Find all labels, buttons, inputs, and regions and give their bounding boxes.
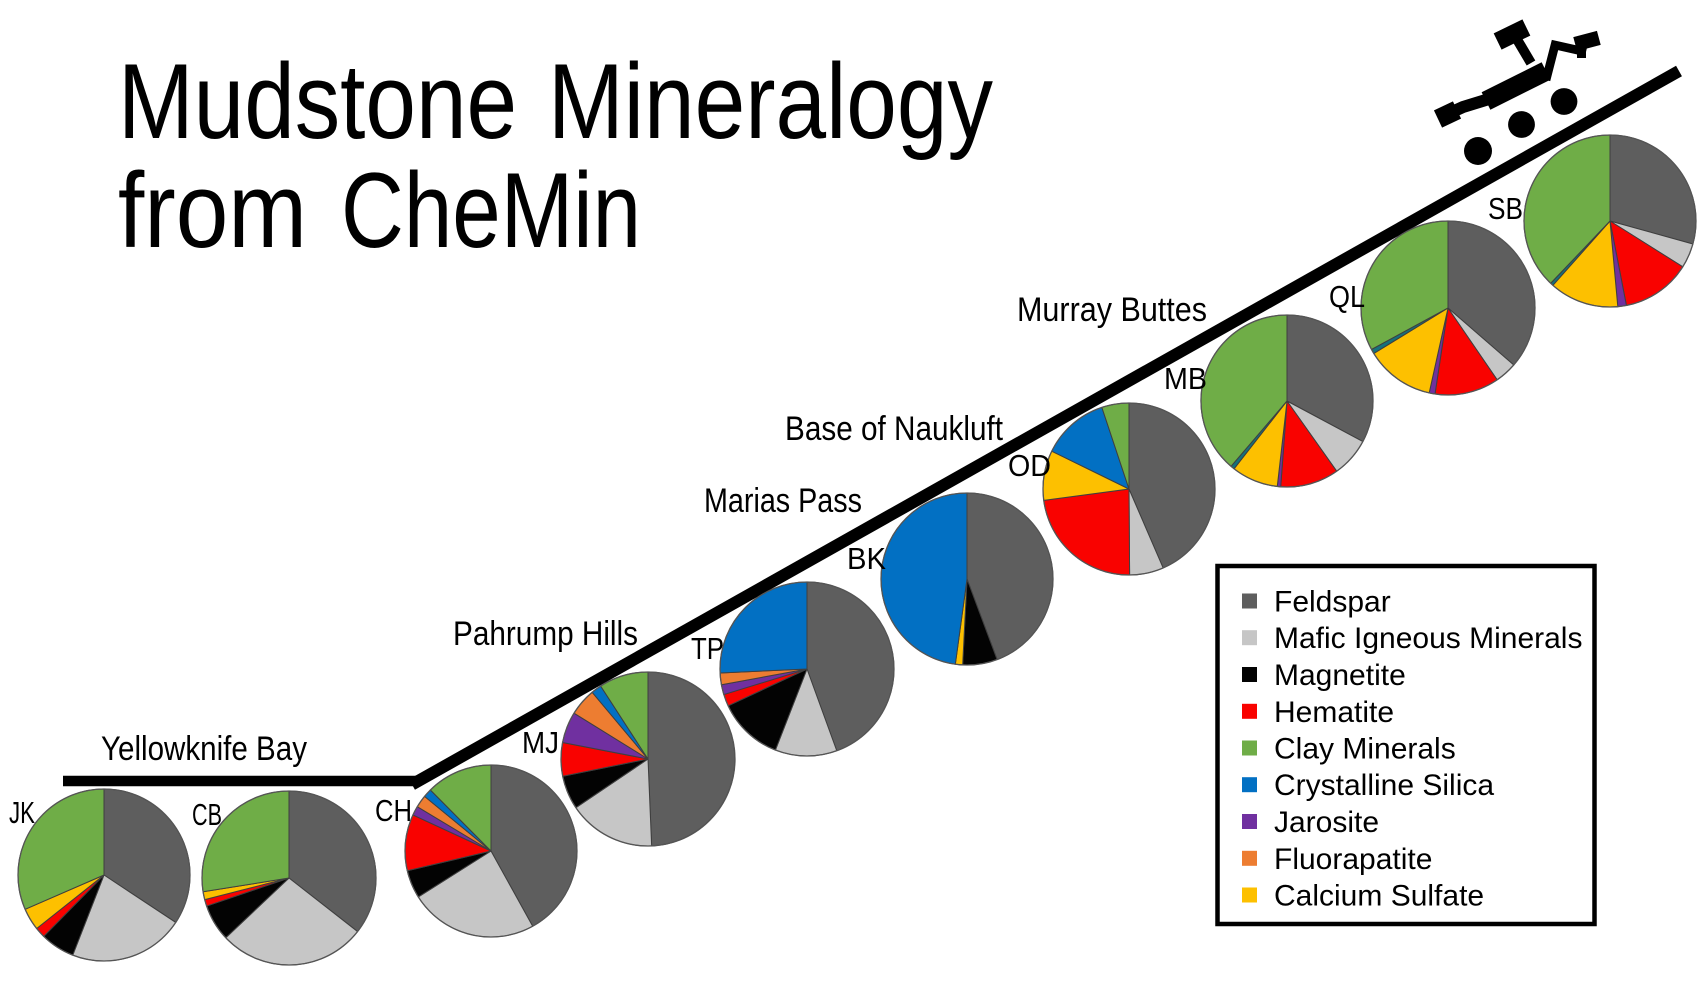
svg-text:Feldspar: Feldspar xyxy=(1274,586,1391,619)
svg-text:OD: OD xyxy=(1008,448,1051,483)
svg-text:Calcium Sulfate: Calcium Sulfate xyxy=(1274,880,1484,913)
svg-text:from: from xyxy=(118,150,307,270)
svg-text:Crystalline Silica: Crystalline Silica xyxy=(1274,769,1494,802)
svg-text:Magnetite: Magnetite xyxy=(1274,659,1406,692)
svg-text:Pahrump Hills: Pahrump Hills xyxy=(453,615,638,653)
svg-text:Murray Buttes: Murray Buttes xyxy=(1017,291,1207,329)
svg-text:Clay Minerals: Clay Minerals xyxy=(1274,733,1456,766)
svg-text:Mudstone: Mudstone xyxy=(118,41,517,161)
svg-text:CheMin: CheMin xyxy=(341,150,641,270)
svg-text:TP: TP xyxy=(691,631,724,666)
svg-text:Jarosite: Jarosite xyxy=(1274,806,1379,839)
svg-text:MB: MB xyxy=(1164,361,1207,396)
svg-text:CB: CB xyxy=(192,797,222,832)
svg-text:Mafic Igneous Minerals: Mafic Igneous Minerals xyxy=(1274,622,1582,655)
svg-text:BK: BK xyxy=(847,541,886,576)
svg-text:Hematite: Hematite xyxy=(1274,696,1394,729)
svg-text:MJ: MJ xyxy=(522,725,559,760)
svg-text:Yellowknife Bay: Yellowknife Bay xyxy=(101,730,307,768)
svg-text:Fluorapatite: Fluorapatite xyxy=(1274,843,1432,876)
svg-text:Mineralogy: Mineralogy xyxy=(548,41,993,161)
svg-text:CH: CH xyxy=(375,793,412,828)
svg-text:Marias Pass: Marias Pass xyxy=(704,482,862,520)
svg-text:JK: JK xyxy=(9,795,35,830)
svg-text:Base of Naukluft: Base of Naukluft xyxy=(785,410,1003,448)
svg-text:QL: QL xyxy=(1329,279,1365,314)
svg-text:SB: SB xyxy=(1488,191,1523,226)
